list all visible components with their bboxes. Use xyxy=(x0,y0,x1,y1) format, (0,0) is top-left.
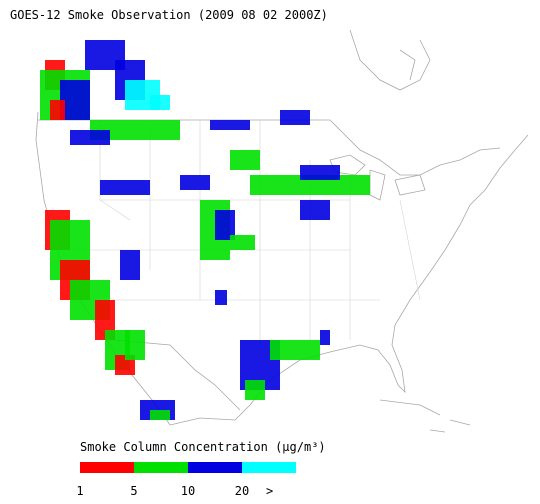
basemap xyxy=(35,29,529,433)
islands xyxy=(379,399,471,433)
smoke-patch xyxy=(270,340,320,360)
legend-swatch xyxy=(134,462,188,473)
smoke-patch xyxy=(70,130,110,145)
smoke-patch xyxy=(100,180,150,195)
smoke-patch xyxy=(230,235,255,250)
legend-label: 5 xyxy=(130,484,137,498)
legend-swatch xyxy=(242,462,296,473)
legend-label: > xyxy=(266,484,273,498)
smoke-patch xyxy=(215,290,227,305)
canada-border xyxy=(38,119,501,176)
smoke-patch xyxy=(90,120,180,140)
legend: 1 5 10 20 > xyxy=(76,462,296,498)
legend-swatch xyxy=(80,462,134,473)
smoke-patch xyxy=(210,120,250,130)
map-title: GOES-12 Smoke Observation (2009 08 02 20… xyxy=(10,8,328,22)
smoke-patch xyxy=(125,330,145,360)
mexico-border xyxy=(114,339,241,411)
legend-label: 10 xyxy=(181,484,195,498)
smoke-patch xyxy=(245,380,265,400)
smoke-patch xyxy=(50,100,65,120)
legend-title: Smoke Column Concentration (μg/m³) xyxy=(80,440,326,454)
smoke-patch xyxy=(150,95,170,110)
legend-label: 1 xyxy=(76,484,83,498)
legend-swatch xyxy=(188,462,242,473)
coastline xyxy=(35,111,529,426)
smoke-patch xyxy=(150,410,170,420)
hudson-coast xyxy=(349,29,431,91)
smoke-patch xyxy=(230,150,260,170)
smoke-patch xyxy=(280,110,310,125)
smoke-patch xyxy=(215,210,235,240)
smoke-layer xyxy=(40,40,370,420)
smoke-patch xyxy=(180,175,210,190)
legend-label: 20 xyxy=(235,484,249,498)
smoke-patch xyxy=(320,330,330,345)
smoke-patch xyxy=(120,250,140,280)
smoke-patch xyxy=(300,200,330,220)
smoke-patch xyxy=(300,165,340,180)
